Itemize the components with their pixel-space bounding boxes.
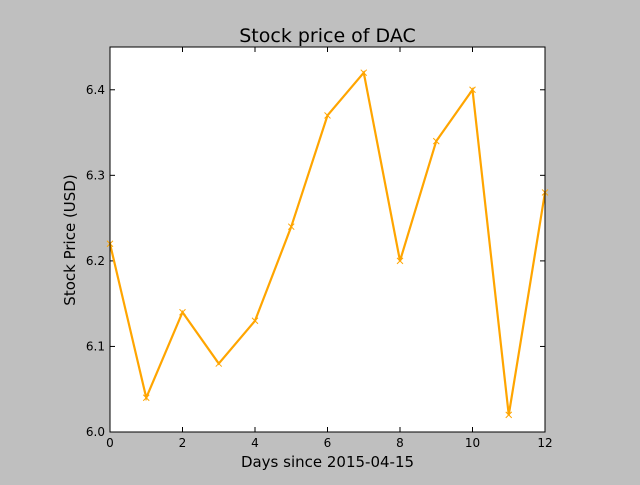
data-point (179, 308, 186, 316)
data-point (142, 394, 150, 402)
data-point (287, 223, 295, 231)
x-tick-label: 8 (396, 436, 404, 450)
x-tick-label: 4 (251, 436, 259, 450)
data-point (432, 137, 440, 145)
x-axis-label: Days since 2015-04-15 (241, 453, 414, 471)
x-tick-label: 12 (537, 436, 552, 450)
x-axis-ticks: 0 2 4 6 8 10 12 (106, 47, 553, 450)
y-axis-label: Stock Price (USD) (61, 174, 79, 305)
y-tick-label: 6.2 (86, 254, 105, 268)
plot-area (110, 47, 545, 432)
data-point (505, 411, 513, 419)
chart-title: Stock price of DAC (239, 25, 416, 47)
x-tick-label: 2 (179, 436, 187, 450)
x-tick-label: 10 (465, 436, 480, 450)
x-tick-label: 0 (106, 436, 114, 450)
data-point (469, 86, 476, 94)
y-tick-label: 6.0 (86, 425, 105, 439)
data-point (251, 317, 259, 325)
data-point (324, 112, 331, 119)
data-point (215, 360, 223, 367)
plot-frame (109, 46, 546, 433)
y-tick-label: 6.4 (86, 83, 105, 97)
y-tick-label: 6.1 (86, 339, 105, 353)
data-point (396, 257, 404, 265)
x-tick-label: 6 (324, 436, 332, 450)
y-tick-label: 6.3 (86, 168, 105, 182)
y-axis-ticks: 6.0 6.1 6.2 6.3 6.4 (86, 83, 545, 439)
data-point (360, 69, 368, 77)
